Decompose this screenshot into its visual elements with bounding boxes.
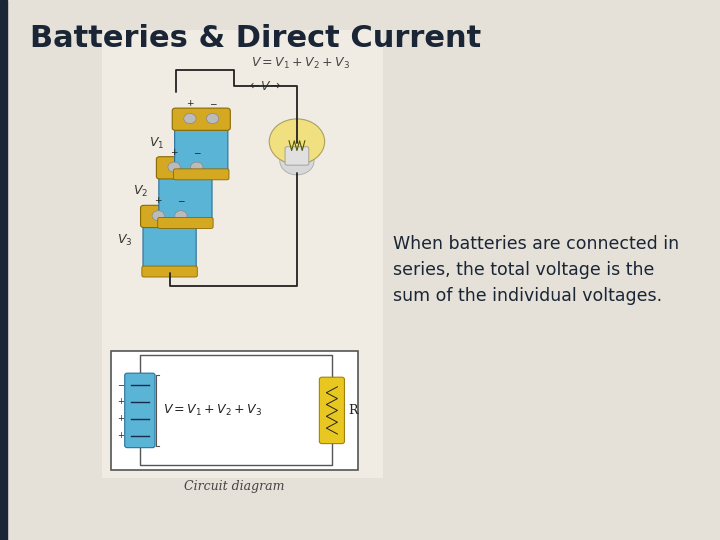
FancyBboxPatch shape [285, 147, 309, 165]
Circle shape [184, 113, 196, 124]
Text: +: + [117, 414, 124, 423]
Text: Batteries & Direct Current: Batteries & Direct Current [30, 24, 481, 53]
Circle shape [207, 113, 219, 124]
Text: −: − [193, 148, 200, 157]
Text: +: + [171, 148, 178, 157]
Text: $V_1$: $V_1$ [149, 136, 164, 151]
Bar [102, 30, 383, 478]
Circle shape [152, 211, 164, 221]
FancyBboxPatch shape [143, 214, 196, 273]
Text: −: − [177, 197, 184, 206]
Text: +: + [186, 99, 194, 109]
Text: $V = V_1 + V_2 + V_3$: $V = V_1 + V_2 + V_3$ [251, 56, 350, 71]
FancyBboxPatch shape [159, 165, 212, 225]
Circle shape [168, 162, 180, 172]
Circle shape [269, 119, 325, 164]
Circle shape [191, 162, 203, 172]
Text: $V = V_1 + V_2 + V_3$: $V = V_1 + V_2 + V_3$ [163, 403, 262, 418]
Text: When batteries are connected in
series, the total voltage is the
sum of the indi: When batteries are connected in series, … [392, 234, 679, 306]
Text: −: − [209, 99, 216, 109]
Bar [111, 351, 359, 470]
Text: $V_3$: $V_3$ [117, 233, 132, 248]
Text: R: R [348, 404, 358, 417]
Text: −: − [117, 381, 125, 390]
FancyBboxPatch shape [140, 205, 199, 227]
Text: +: + [117, 431, 124, 440]
FancyBboxPatch shape [142, 266, 197, 277]
Circle shape [175, 211, 187, 221]
FancyBboxPatch shape [320, 377, 344, 444]
FancyBboxPatch shape [158, 218, 213, 228]
Text: $\leftarrow\!V\!\rightarrow$: $\leftarrow\!V\!\rightarrow$ [248, 80, 282, 93]
Circle shape [280, 147, 314, 175]
Text: Circuit diagram: Circuit diagram [184, 480, 285, 492]
FancyBboxPatch shape [172, 108, 230, 130]
Text: +: + [117, 397, 124, 407]
FancyBboxPatch shape [125, 373, 155, 448]
FancyBboxPatch shape [175, 117, 228, 176]
Bar [0, 0, 6, 540]
Text: +: + [155, 197, 162, 206]
FancyBboxPatch shape [156, 157, 215, 179]
Text: $V_2$: $V_2$ [133, 184, 148, 199]
FancyBboxPatch shape [174, 169, 229, 180]
